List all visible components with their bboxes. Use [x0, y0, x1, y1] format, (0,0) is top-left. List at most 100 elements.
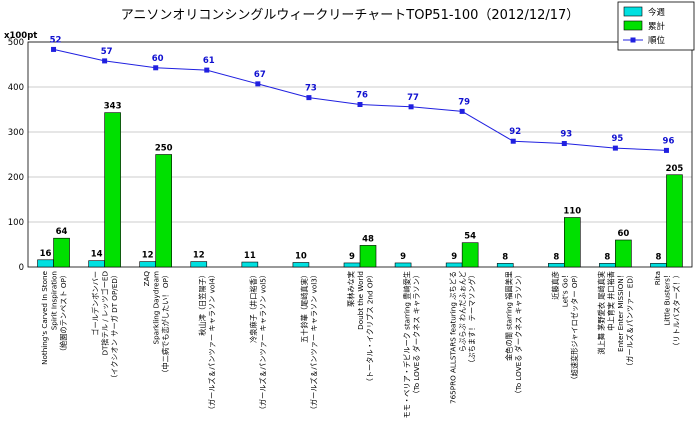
category-label-line: Enter Enter MISSION！ — [616, 271, 625, 352]
category-label: 栗林みな実 Doubt the World （トータル・イクリプス 2nd OP） — [347, 271, 375, 385]
data-label-total: 205 — [666, 164, 684, 174]
bar-total — [461, 242, 479, 268]
bar-this-week — [292, 262, 310, 268]
category-label-line: Nothing's Carved In Stone — [40, 270, 49, 364]
data-label-this-week: 8 — [502, 252, 508, 262]
data-label-total: 54 — [464, 232, 476, 242]
data-label-this-week: 9 — [349, 252, 355, 262]
category-label: 近藤真彦 Let's Go！ （超速変形ジャイロゼッター OP） — [551, 271, 579, 384]
category-label-line: Little Busters！ — [662, 271, 671, 326]
category-label-line: モモ・ベリア・デビルーク starring 豊崎愛生 — [402, 271, 411, 418]
data-label-total: 110 — [563, 207, 581, 217]
y-tick-label: 300 — [8, 128, 24, 138]
category-label-line: （ガールズ＆パンツァー ED） — [626, 271, 635, 370]
bar-this-week — [88, 260, 105, 268]
data-label-this-week: 8 — [553, 252, 559, 262]
rank-label: 61 — [203, 56, 215, 66]
bar-this-week — [241, 261, 259, 268]
data-label-this-week: 12 — [142, 251, 154, 261]
data-label-total: 60 — [617, 229, 629, 239]
y-tick-label: 100 — [8, 218, 24, 228]
data-label-this-week: 8 — [656, 252, 662, 262]
category-label-line: （超速変形ジャイロゼッター OP） — [570, 271, 579, 384]
category-label-line: （ガールズ＆パンツァー キャラソン vol3） — [310, 271, 319, 413]
data-label-this-week: 9 — [400, 252, 406, 262]
chart-title: アニソンオリコンシングルウィークリーチャートTOP51-100（2012/12/… — [121, 8, 580, 23]
legend-swatch-this-week — [623, 6, 643, 17]
category-label-line: 金色の闇 starring 福圓美里 — [504, 271, 513, 361]
bar-total — [615, 239, 632, 268]
data-label-this-week: 14 — [91, 250, 103, 260]
legend-label-rank: 順位 — [648, 35, 666, 46]
category-label-line: らぷらぷ わんだふぉんど — [458, 271, 467, 352]
data-label-this-week: 16 — [40, 249, 52, 259]
category-label: ZAQ Sparkling Daydream （中二病でも恋がしたい！ OP） — [142, 271, 170, 377]
bar-total — [564, 217, 581, 268]
bar-total — [359, 245, 377, 268]
y-tick-label: 400 — [8, 83, 24, 93]
rank-point — [408, 104, 414, 110]
rank-point — [663, 147, 669, 153]
y-tick-label: 200 — [8, 173, 24, 183]
bar-total — [53, 237, 70, 268]
rank-label: 96 — [663, 136, 675, 146]
bar-this-week — [496, 263, 514, 268]
rank-label: 57 — [101, 47, 113, 57]
category-label: 渕上舞 茅野愛衣 尾崎真実 中上育実 井口裕香 Enter Enter MISSIO… — [597, 271, 635, 370]
category-label-line: （イクシオン サーガ DT OP/ED） — [110, 271, 119, 382]
grid — [28, 41, 692, 223]
category-label-line: 765PRO ALLSTARS featuring ぷちどる — [449, 271, 458, 404]
rank-label: 77 — [407, 93, 419, 103]
bar-this-week — [343, 262, 361, 268]
category-label-line: ゴールデンボンバー — [91, 271, 100, 336]
category-labels: Nothing's Carved In Stone Spirit Inspirat… — [40, 270, 681, 418]
bar-this-week — [190, 261, 208, 268]
bar-total — [104, 112, 121, 268]
category-label-line: （中二病でも恋がしたい！ OP） — [161, 271, 170, 377]
category-label-line: 栗林みな実 — [347, 271, 356, 307]
category-label-line: 渕上舞 茅野愛衣 尾崎真実 — [597, 271, 606, 355]
category-label: Rita Little Busters！ （リトルバスターズ！） — [653, 271, 681, 350]
bar-this-week — [394, 262, 412, 268]
data-label-total: 343 — [104, 102, 122, 112]
category-label-line: （ガールズ＆パンツァー キャラソン vol5） — [259, 271, 268, 413]
bars — [37, 112, 683, 268]
data-label-this-week: 10 — [295, 252, 307, 262]
category-label-line: （To LOVEる ダークネス キャラソン） — [412, 271, 421, 398]
rank-label: 52 — [50, 35, 62, 45]
legend: 今週 累計 順位 — [617, 1, 695, 51]
data-label-this-week: 11 — [244, 251, 256, 261]
rank-point — [510, 138, 516, 144]
rank-point — [255, 81, 261, 87]
category-label: 五十鈴華（尾崎真実） （ガールズ＆パンツァー キャラソン vol3） — [300, 271, 319, 413]
bar-this-week — [139, 261, 156, 268]
rank-point — [204, 67, 210, 73]
category-label: 秋山澪（日笠陽子） （ガールズ＆パンツァー キャラソン vol4） — [198, 271, 217, 413]
category-label-line: DT捨テル / レッツゴーED — [101, 271, 110, 356]
category-label-line: 中上育実 井口裕香 — [607, 271, 616, 331]
category-label-line: （絶園のテンペスト OP） — [59, 271, 68, 355]
rank-point — [612, 145, 618, 151]
rank-label: 79 — [458, 97, 470, 107]
category-label-line: Rita — [653, 271, 662, 285]
rank-label: 95 — [611, 134, 623, 144]
category-label-line: （ぷちます！ テーマソング） — [468, 271, 477, 367]
category-label: 765PRO ALLSTARS featuring ぷちどる らぷらぷ わんだふぉ… — [449, 271, 477, 404]
category-label-line: Sparkling Daydream — [152, 271, 161, 344]
rank-label: 93 — [560, 130, 572, 140]
bar-this-week — [599, 263, 616, 268]
rank-point — [357, 102, 363, 108]
data-labels: 16 64 14 343 12 250 12 11 10 9 48 9 9 54 8 8 110 8 60 8 205 5… — [40, 35, 684, 262]
bar-this-week — [650, 263, 667, 268]
bar-this-week — [37, 259, 54, 268]
rank-point — [459, 108, 465, 114]
y-tick-label: 0 — [19, 263, 24, 273]
category-label-line: 秋山澪（日笠陽子） — [198, 271, 207, 336]
rank-label: 67 — [254, 70, 266, 80]
legend-label-this-week: 今週 — [648, 7, 666, 18]
legend-swatch-total — [623, 20, 643, 31]
bar-this-week — [445, 262, 463, 268]
category-label-line: Spirit Inspiration — [50, 271, 59, 330]
rank-point — [561, 141, 567, 147]
category-label: 金色の闇 starring 福圓美里 （To LOVEる ダークネス キャラソン） — [504, 271, 523, 398]
